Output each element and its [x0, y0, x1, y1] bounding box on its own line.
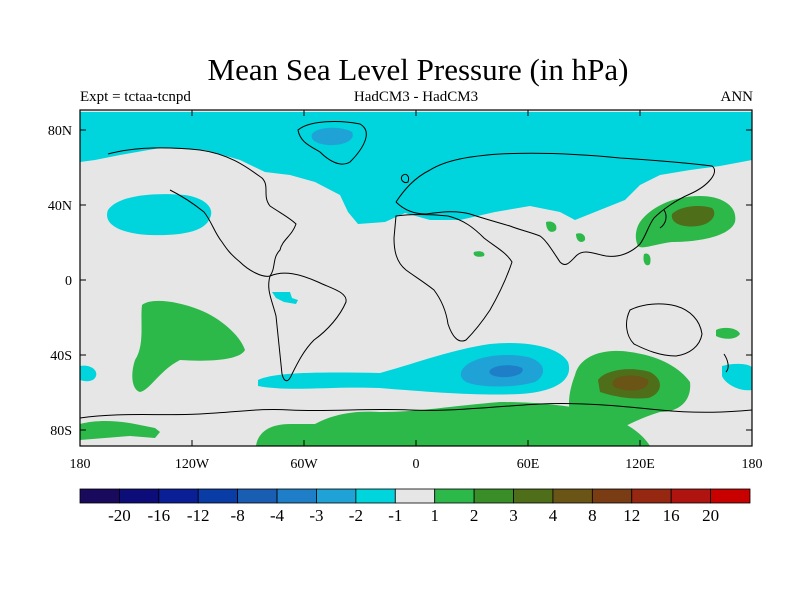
colorbar-box-8 — [394, 488, 436, 504]
lat-label-40n: 40N — [48, 199, 72, 214]
lon-label-120w: 120W — [175, 457, 210, 472]
coastline-antarctica — [79, 402, 753, 419]
coastline-greenland — [297, 121, 367, 165]
colorbar-label-10: 3 — [509, 506, 518, 525]
coastline-eurasia — [395, 152, 715, 265]
region-positive-spot-philippines — [643, 253, 651, 266]
colorbar-boxes — [79, 488, 751, 504]
colorbar-box-16 — [710, 488, 751, 504]
colorbar-label-3: -8 — [231, 506, 245, 525]
lat-label-0: 0 — [65, 274, 72, 289]
coastline-new-zealand — [723, 353, 729, 373]
colorbar-label-14: 16 — [663, 506, 680, 525]
region-positive-spot-india — [576, 233, 586, 242]
axis-ticks — [79, 110, 753, 446]
region-positive-southern-ocean — [256, 402, 650, 446]
lat-label-80s: 80S — [50, 424, 72, 439]
lon-label-60e: 60E — [517, 457, 540, 472]
lon-label-0: 0 — [413, 457, 420, 472]
lat-label-40s: 40S — [50, 349, 72, 364]
colorbar: -20 -16 -12 -8 -4 -3 -2 -1 1 2 3 4 8 12 16 20 — [79, 488, 751, 525]
colorbar-label-11: 4 — [549, 506, 558, 525]
lon-label-60w: 60W — [290, 457, 318, 472]
coastlines — [79, 121, 753, 419]
coastline-uk — [401, 173, 409, 183]
lon-label-180-west: 180 — [70, 457, 91, 472]
colorbar-box-2 — [158, 488, 199, 504]
colorbar-label-13: 12 — [623, 506, 640, 525]
colorbar-box-1 — [119, 488, 160, 504]
region-positive-west-antarctic-strip — [80, 421, 160, 440]
map-title: Mean Sea Level Pressure (in hPa) — [207, 52, 629, 87]
contour-regions — [80, 112, 752, 446]
colorbar-box-4 — [237, 488, 278, 504]
coastline-north-america — [107, 147, 297, 277]
region-positive-spot-arabia — [546, 221, 557, 232]
coastline-south-america — [268, 272, 347, 382]
region-negative-south-america — [272, 292, 298, 304]
coastline-australia — [626, 303, 703, 357]
colorbar-box-12 — [552, 488, 593, 504]
colorbar-label-5: -3 — [309, 506, 323, 525]
model-label: HadCM3 - HadCM3 — [353, 89, 479, 105]
season-label: ANN — [720, 89, 754, 105]
coastline-africa — [393, 214, 513, 342]
colorbar-label-12: 8 — [588, 506, 597, 525]
colorbar-label-0: -20 — [108, 506, 131, 525]
region-negative-east-tip — [722, 363, 752, 391]
lon-label-120e: 120E — [625, 457, 655, 472]
colorbar-box-7 — [355, 488, 396, 504]
region-negative-north-pacific — [107, 194, 212, 236]
longitude-labels: 180 120W 60W 0 60E 120E 180 — [70, 457, 763, 472]
lon-label-180-east: 180 — [742, 457, 763, 472]
colorbar-label-1: -16 — [147, 506, 170, 525]
lat-label-80n: 80N — [48, 124, 72, 139]
colorbar-label-4: -4 — [270, 506, 285, 525]
experiment-label: Expt = tctaa-tcnpd — [80, 89, 191, 105]
colorbar-label-2: -12 — [187, 506, 210, 525]
colorbar-box-15 — [670, 488, 711, 504]
colorbar-box-0 — [79, 488, 120, 504]
colorbar-label-6: -2 — [349, 506, 363, 525]
latitude-labels: 80N 40N 0 40S 80S — [48, 124, 72, 439]
region-positive-spot-africa — [473, 251, 485, 257]
colorbar-box-3 — [197, 488, 239, 504]
region-negative-arctic — [80, 112, 752, 224]
coastline-japan — [659, 209, 667, 229]
colorbar-box-13 — [591, 488, 633, 504]
region-positive-spot-east — [716, 327, 740, 339]
colorbar-box-10 — [473, 488, 514, 504]
colorbar-box-9 — [434, 488, 475, 504]
colorbar-label-7: -1 — [388, 506, 402, 525]
colorbar-label-15: 20 — [702, 506, 719, 525]
region-strong-negative-north-atlantic — [311, 127, 353, 146]
region-strongest-negative-southern-indian — [489, 365, 523, 378]
colorbar-box-6 — [316, 488, 357, 504]
colorbar-label-9: 2 — [470, 506, 479, 525]
region-negative-west-tip — [80, 365, 97, 382]
colorbar-box-11 — [513, 488, 554, 504]
colorbar-label-8: 1 — [430, 506, 439, 525]
region-moderate-positive-northwest-pacific — [671, 206, 715, 227]
colorbar-labels: -20 -16 -12 -8 -4 -3 -2 -1 1 2 3 4 8 12 16 20 — [108, 506, 719, 525]
colorbar-box-14 — [631, 488, 672, 504]
region-positive-south-pacific — [132, 300, 245, 392]
colorbar-box-5 — [276, 488, 317, 504]
region-strong-positive-south-indian — [612, 375, 649, 391]
